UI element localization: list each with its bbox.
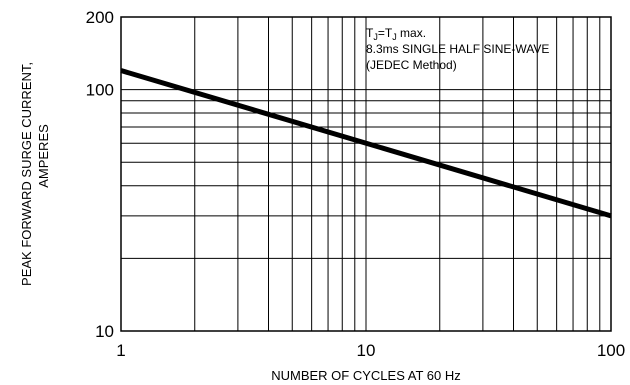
y-axis-label-line-2: AMPERES	[36, 124, 51, 188]
y-axis-label-line-1: PEAK FORWARD SURGE CURRENT,	[19, 62, 34, 286]
y-tick-label: 10	[95, 322, 114, 341]
annotation-line: TJ=TJ max.	[366, 26, 426, 42]
x-tick-label: 1	[116, 341, 125, 360]
y-tick-label: 200	[86, 8, 114, 27]
x-tick-label: 100	[597, 341, 625, 360]
surge-current-curve	[120, 68, 612, 219]
annotation-line: (JEDEC Method)	[366, 58, 457, 72]
grid	[121, 17, 611, 331]
series-group	[120, 68, 612, 219]
plot-frame	[120, 16, 612, 332]
conditions-annotation: TJ=TJ max.8.3ms SINGLE HALF SINE-WAVE (JE…	[366, 26, 549, 72]
y-tick-label: 100	[86, 81, 114, 100]
y-axis-label: PEAK FORWARD SURGE CURRENT, AMPERES	[19, 62, 51, 286]
annotation-line: 8.3ms SINGLE HALF SINE-WAVE	[366, 42, 549, 56]
x-axis-label: NUMBER OF CYCLES AT 60 Hz	[271, 368, 461, 383]
x-tick-label: 10	[357, 341, 376, 360]
x-tick-labels: 1 10 100	[116, 341, 625, 360]
y-tick-labels: 10 100 200	[86, 8, 114, 341]
